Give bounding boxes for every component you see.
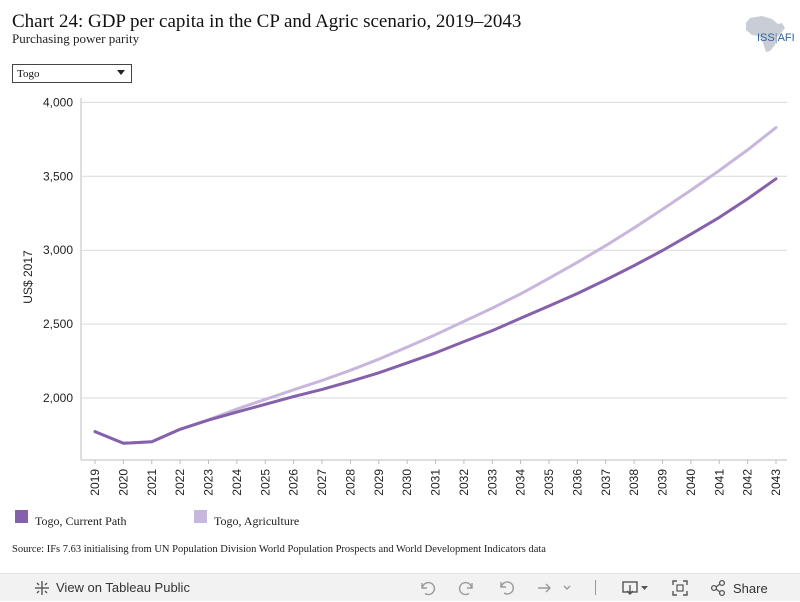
download-icon (622, 581, 648, 595)
x-tick-label: 2043 (769, 469, 783, 496)
x-tick-label: 2040 (684, 469, 698, 496)
iss-africa-logo (742, 14, 792, 54)
x-tick-label: 2038 (627, 469, 641, 496)
tableau-logo-icon (35, 581, 49, 595)
revert-button[interactable] (498, 579, 516, 597)
fullscreen-button[interactable] (671, 579, 689, 597)
refresh-icon (538, 583, 571, 593)
series-line-agriculture (93, 126, 778, 445)
redo-icon (458, 581, 473, 596)
redo-button[interactable] (458, 579, 476, 597)
y-tick-label: 2,500 (43, 317, 73, 331)
legend-label-agriculture: Togo, Agriculture (214, 514, 300, 528)
chevron-down-icon (117, 70, 125, 75)
x-tick-label: 2025 (258, 469, 272, 496)
x-tick-label: 2035 (542, 469, 556, 496)
logo-iss-text: ISS (757, 32, 775, 44)
x-tick-label: 2042 (741, 469, 755, 496)
undo-icon (421, 581, 436, 596)
logo-wordmark: ISS|AFI (757, 32, 795, 44)
share-icon (710, 579, 726, 597)
y-tick-label: 3,500 (43, 169, 73, 183)
x-tick-label: 2030 (400, 469, 414, 496)
undo-button[interactable] (418, 579, 436, 597)
series-lines (93, 126, 778, 445)
view-on-tableau-label: View on Tableau Public (56, 580, 190, 595)
series-line-current-path (93, 177, 778, 445)
x-tick-label: 2039 (656, 469, 670, 496)
y-axis-label: US$ 2017 (21, 250, 35, 304)
legend-swatch-current-path (15, 510, 28, 523)
toolbar-divider (595, 580, 596, 595)
fullscreen-icon (672, 580, 688, 596)
x-tick-label: 2029 (372, 469, 386, 496)
tableau-toolbar: View on Tableau Public (0, 573, 800, 601)
x-tick-label: 2020 (116, 469, 130, 496)
x-tick-label: 2024 (230, 469, 244, 496)
y-tick-label: 3,000 (43, 243, 73, 257)
x-tick-label: 2033 (485, 469, 499, 496)
x-tick-label: 2037 (599, 469, 613, 496)
refresh-button[interactable] (536, 579, 574, 597)
x-tick-label: 2026 (287, 469, 301, 496)
chart-title: Chart 24: GDP per capita in the CP and A… (12, 11, 522, 32)
share-label: Share (733, 581, 768, 596)
x-tick-label: 2034 (514, 469, 528, 496)
chart-subtitle: Purchasing power parity (12, 31, 140, 46)
x-tick-label: 2022 (173, 469, 187, 496)
source-note: Source: IFs 7.63 initialising from UN Po… (12, 544, 546, 555)
x-tick-label: 2021 (145, 469, 159, 496)
legend-swatch-agriculture (194, 510, 207, 523)
download-button[interactable] (622, 579, 652, 597)
x-tick-label: 2031 (429, 469, 443, 496)
revert-icon (500, 581, 514, 595)
y-tick-label: 2,000 (43, 391, 73, 405)
x-axis-ticks: 2019 2020 2021 2022 2023 2024 2025 2026 2027 2028… (88, 460, 783, 496)
x-tick-label: 2028 (343, 469, 357, 496)
africa-map-icon (746, 16, 785, 52)
x-tick-label: 2032 (457, 469, 471, 496)
y-tick-label: 4,000 (43, 95, 73, 109)
gridlines (80, 98, 787, 461)
x-tick-label: 2041 (712, 469, 726, 496)
x-tick-label: 2036 (570, 469, 584, 496)
country-select[interactable]: Togo (12, 64, 132, 83)
legend-label-current-path: Togo, Current Path (35, 514, 127, 528)
x-tick-label: 2027 (315, 469, 329, 496)
y-axis-ticks: 2,000 2,500 3,000 3,500 4,000 (43, 95, 73, 405)
x-tick-label: 2019 (88, 469, 102, 496)
country-select-value: Togo (17, 68, 40, 80)
x-tick-label: 2023 (202, 469, 216, 496)
logo-afi-text: AFI (777, 32, 795, 44)
